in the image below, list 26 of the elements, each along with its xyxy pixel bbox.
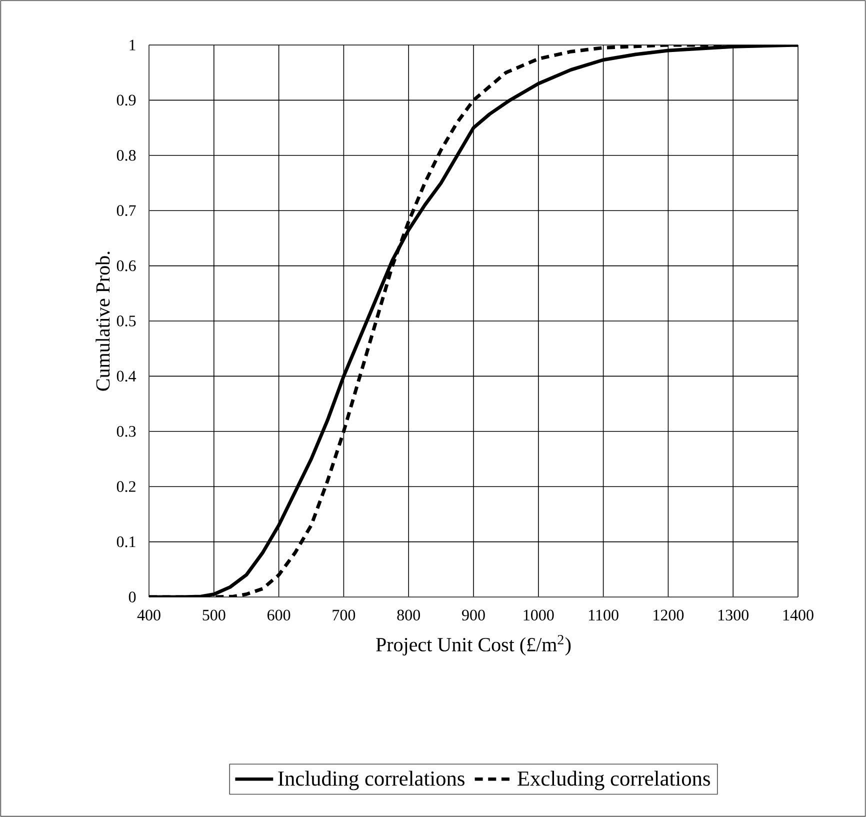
x-tick-label: 1400 xyxy=(783,610,814,620)
legend-label: Excluding correlations xyxy=(518,770,710,790)
y-axis-title: Cumulative Prob. xyxy=(96,252,110,391)
x-tick-label: 1200 xyxy=(654,610,684,620)
x-tick-label: 1100 xyxy=(589,610,618,620)
y-tick-label: 0.4 xyxy=(116,370,136,382)
y-tick-label: 0.1 xyxy=(116,536,136,548)
x-tick-label: 900 xyxy=(462,610,485,620)
x-tick-label: 600 xyxy=(267,610,290,620)
x-tick-label: 400 xyxy=(137,610,160,620)
x-axis-title: Project Unit Cost (£/m$^{2}$) xyxy=(376,635,571,656)
y-tick-label: 0.5 xyxy=(116,316,136,326)
y-tick-label: 0.2 xyxy=(116,481,136,492)
y-tick-label: 1 xyxy=(130,40,136,50)
x-tick-label: 1000 xyxy=(524,610,554,620)
x-tick-label: 1300 xyxy=(718,610,748,620)
x-tick-label: 500 xyxy=(202,610,226,620)
x-tick-label: 700 xyxy=(332,610,356,620)
legend-label: Including correlations xyxy=(278,770,464,790)
y-tick-label: 0.6 xyxy=(116,260,136,272)
y-tick-label: 0.9 xyxy=(116,94,136,106)
x-tick-label: 800 xyxy=(397,610,420,620)
y-tick-label: 0.8 xyxy=(116,150,136,161)
y-tick-label: 0.3 xyxy=(116,426,136,437)
y-tick-label: 0.7 xyxy=(116,205,136,216)
y-tick-label: 0 xyxy=(128,592,136,602)
